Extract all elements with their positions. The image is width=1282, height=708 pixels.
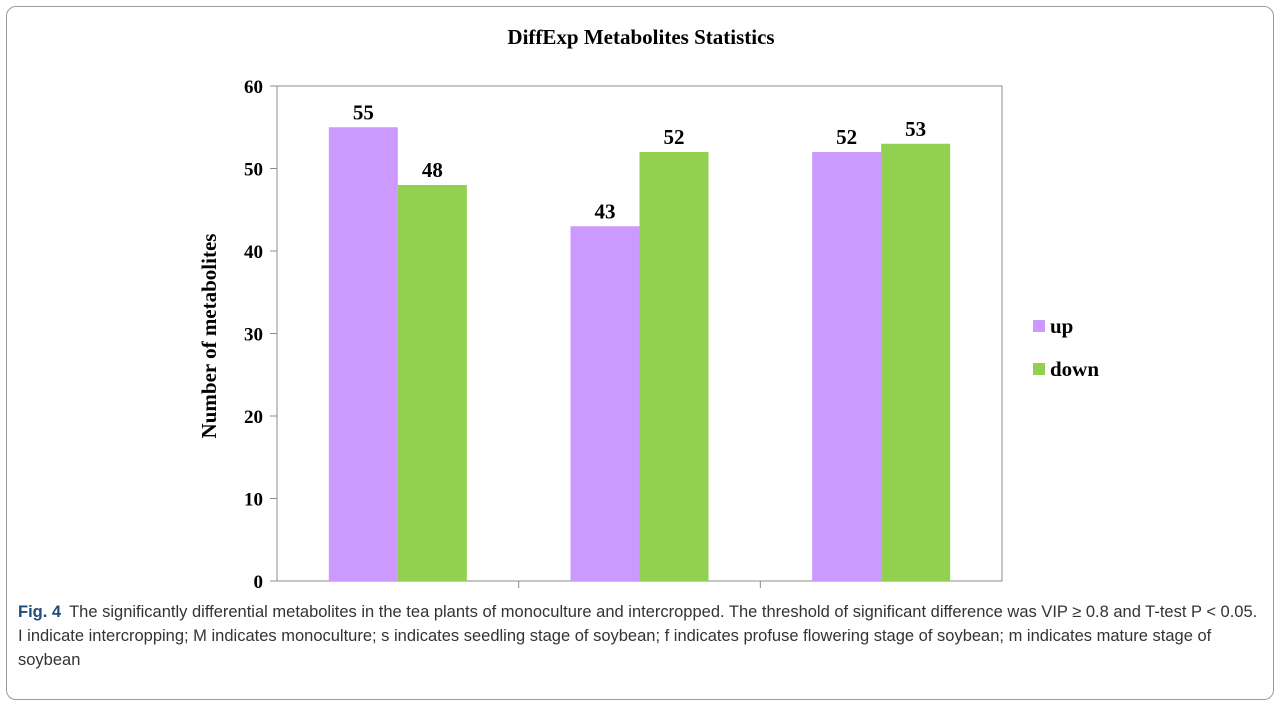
figure-frame [6,6,1274,700]
caption-label: Fig. 4 [18,603,62,621]
x-category-label: Mf-vs-If [602,597,678,600]
y-tick-label: 30 [244,325,263,346]
y-tick-label: 50 [244,160,263,181]
data-label: 43 [595,199,616,223]
x-category-label: Mm-vs-Im [833,597,929,600]
caption-text: The significantly differential metabolit… [18,603,1258,669]
bar-up [812,152,882,581]
data-label: 52 [664,125,685,149]
y-tick-label: 40 [244,242,263,263]
data-label: 48 [422,158,443,182]
legend-label-down: down [1050,357,1099,381]
bar-down [397,185,467,581]
y-tick-label: 10 [244,490,263,511]
bar-down [881,143,951,581]
y-axis-label: Number of metabolites [197,234,221,439]
bar-chart: DiffExp Metabolites Statistics Number of… [197,25,1099,600]
bar-up [328,127,398,581]
y-tick-label: 60 [244,77,263,98]
figure-caption: Fig. 4 The significantly differential met… [18,600,1263,672]
y-tick-label: 20 [244,407,263,428]
bar-up [570,226,640,581]
data-label: 55 [353,100,374,124]
x-category-label: Ms-vs-Is [359,597,436,600]
y-tick-label: 0 [254,572,264,593]
legend-swatch-down [1033,363,1045,375]
bar-down [639,152,709,581]
chart-title: DiffExp Metabolites Statistics [507,25,774,49]
data-label: 52 [836,125,857,149]
legend-label-up: up [1050,314,1073,338]
legend-swatch-up [1033,320,1045,332]
data-label: 53 [905,117,926,141]
